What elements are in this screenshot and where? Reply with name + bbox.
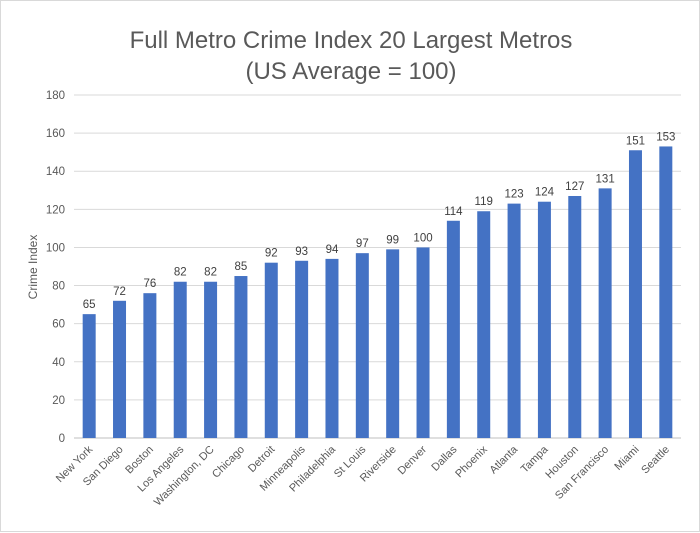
x-tick-label: Miami [612, 444, 641, 473]
y-tick-label: 160 [46, 128, 65, 140]
bar [204, 281, 218, 438]
data-label: 131 [596, 173, 615, 185]
x-tick-label: Atlanta [487, 443, 520, 476]
y-tick-label: 180 [46, 90, 65, 102]
data-label: 153 [656, 131, 675, 143]
bar [173, 281, 187, 438]
bar [446, 220, 460, 438]
x-tick-label: Phoenix [453, 443, 490, 480]
bar [628, 150, 642, 438]
x-tick-label: Seattle [639, 444, 672, 477]
y-tick-label: 140 [46, 166, 65, 178]
bar [386, 249, 400, 438]
data-label: 72 [113, 286, 126, 298]
bar [82, 314, 96, 438]
data-label: 97 [356, 238, 369, 250]
data-label: 85 [235, 261, 248, 273]
x-tick-label: Denver [396, 443, 430, 477]
bar [537, 201, 551, 438]
data-label: 92 [265, 248, 278, 260]
y-tick-label: 40 [52, 357, 65, 369]
chart-title: Full Metro Crime Index 20 Largest Metros [130, 27, 573, 54]
data-label: 82 [174, 267, 187, 279]
data-label: 82 [204, 267, 217, 279]
y-tick-label: 0 [59, 433, 65, 445]
data-label: 123 [504, 189, 523, 201]
data-label: 124 [535, 187, 555, 199]
y-tick-label: 60 [52, 319, 65, 331]
y-tick-label: 100 [46, 242, 65, 254]
bar [234, 276, 248, 438]
x-tick-label: San Francisco [553, 444, 611, 502]
data-label: 119 [475, 196, 493, 208]
bar [598, 188, 612, 438]
y-axis-label: Crime Index [26, 235, 40, 300]
bar [507, 203, 521, 438]
data-label: 76 [143, 278, 156, 290]
bar [325, 258, 339, 438]
bar [659, 146, 673, 438]
data-label: 114 [444, 206, 463, 218]
data-label: 93 [295, 246, 308, 258]
bar [568, 195, 582, 438]
x-tick-label: Chicago [210, 444, 247, 481]
bar [143, 293, 157, 438]
y-tick-label: 120 [46, 204, 65, 216]
data-label: 127 [565, 181, 584, 193]
data-label: 65 [83, 299, 96, 311]
y-tick-label: 20 [52, 395, 65, 407]
data-label: 99 [386, 234, 399, 246]
data-label: 94 [326, 244, 339, 256]
chart-subtitle: (US Average = 100) [245, 58, 456, 85]
data-label: 151 [626, 135, 645, 147]
bar [295, 260, 309, 438]
bar [416, 247, 430, 438]
bar [477, 211, 491, 438]
bar [355, 253, 369, 438]
bar [113, 300, 127, 438]
data-label: 100 [413, 232, 432, 244]
bar [264, 262, 278, 438]
y-tick-label: 80 [52, 281, 65, 293]
